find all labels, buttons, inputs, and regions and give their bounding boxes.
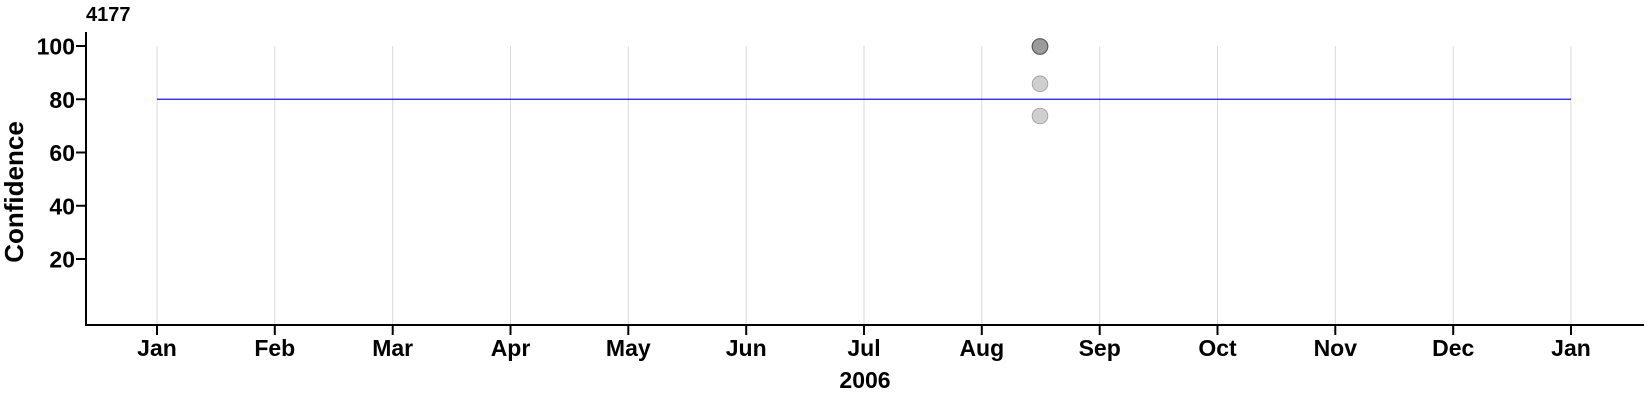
svg-text:Jan: Jan bbox=[1551, 335, 1591, 361]
svg-text:May: May bbox=[606, 335, 651, 361]
svg-text:Mar: Mar bbox=[372, 335, 413, 361]
svg-text:Sep: Sep bbox=[1079, 335, 1121, 361]
svg-text:Feb: Feb bbox=[254, 335, 295, 361]
svg-text:Jul: Jul bbox=[847, 335, 880, 361]
svg-text:Jun: Jun bbox=[726, 335, 767, 361]
svg-text:Oct: Oct bbox=[1198, 335, 1237, 361]
svg-text:Confidence: Confidence bbox=[0, 121, 29, 263]
svg-text:Nov: Nov bbox=[1314, 335, 1358, 361]
svg-text:Apr: Apr bbox=[491, 335, 531, 361]
svg-text:Jan: Jan bbox=[137, 335, 177, 361]
svg-text:Aug: Aug bbox=[959, 335, 1004, 361]
svg-text:20: 20 bbox=[49, 247, 75, 273]
svg-text:4177: 4177 bbox=[86, 4, 131, 26]
svg-text:Dec: Dec bbox=[1432, 335, 1474, 361]
svg-text:100: 100 bbox=[37, 34, 75, 60]
svg-text:2006: 2006 bbox=[839, 367, 890, 393]
svg-text:80: 80 bbox=[49, 87, 75, 113]
svg-text:40: 40 bbox=[49, 193, 75, 219]
svg-text:60: 60 bbox=[49, 140, 75, 166]
